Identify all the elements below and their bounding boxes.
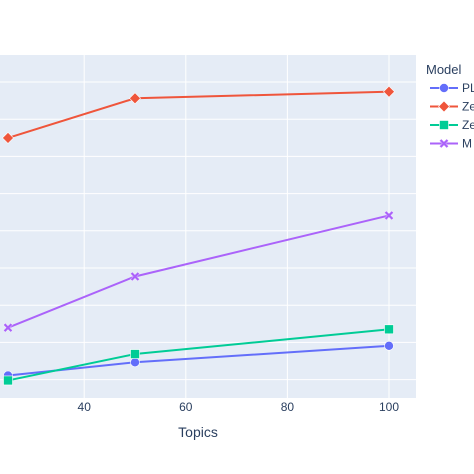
series-2[interactable] bbox=[2, 85, 395, 144]
data-point[interactable] bbox=[384, 210, 394, 221]
legend[interactable]: Model PL Ze Ze M bbox=[426, 62, 474, 151]
data-point[interactable] bbox=[130, 357, 140, 368]
legend-marker bbox=[439, 120, 449, 130]
data-point[interactable] bbox=[130, 349, 140, 359]
x-axis-title: Topics bbox=[178, 424, 218, 440]
series-layer bbox=[2, 85, 395, 386]
data-point[interactable] bbox=[383, 85, 395, 98]
legend-marker bbox=[438, 100, 450, 113]
legend-marker bbox=[439, 138, 449, 149]
legend-marker bbox=[439, 83, 449, 93]
legend-item-1[interactable]: PL bbox=[430, 81, 474, 95]
series-4[interactable] bbox=[3, 210, 394, 333]
data-point[interactable] bbox=[129, 92, 141, 105]
data-point[interactable] bbox=[130, 271, 140, 282]
legend-label: Ze bbox=[462, 100, 474, 114]
legend-title: Model bbox=[426, 62, 462, 77]
data-point[interactable] bbox=[3, 322, 13, 333]
series-3[interactable] bbox=[3, 324, 394, 386]
x-axis-ticks: 40 60 80 100 bbox=[78, 400, 400, 414]
legend-items[interactable]: PL Ze Ze M bbox=[430, 81, 474, 151]
x-tick-label: 100 bbox=[379, 400, 399, 414]
data-point[interactable] bbox=[384, 340, 394, 351]
legend-label: Ze bbox=[462, 118, 474, 132]
x-tick-label: 80 bbox=[281, 400, 295, 414]
legend-label: M bbox=[462, 137, 472, 151]
x-tick-label: 60 bbox=[179, 400, 193, 414]
x-tick-label: 40 bbox=[78, 400, 92, 414]
legend-label: PL bbox=[462, 81, 474, 95]
data-point[interactable] bbox=[2, 131, 14, 144]
legend-item-3[interactable]: Ze bbox=[430, 118, 474, 132]
legend-item-4[interactable]: M bbox=[430, 137, 472, 151]
data-point[interactable] bbox=[384, 324, 394, 335]
data-point[interactable] bbox=[3, 375, 13, 386]
grid-layer bbox=[0, 55, 416, 398]
legend-item-2[interactable]: Ze bbox=[430, 100, 474, 114]
